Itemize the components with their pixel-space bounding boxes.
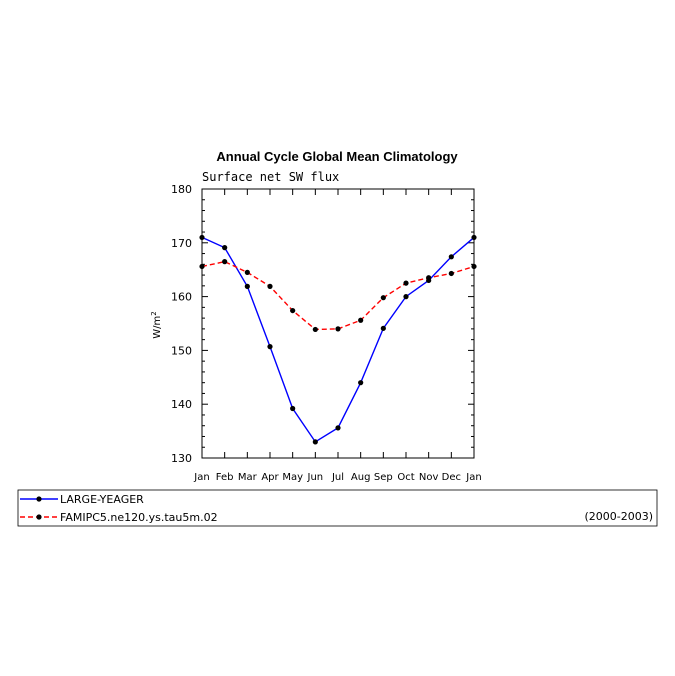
data-point [267, 344, 273, 350]
x-tick-label: Sep [374, 472, 393, 483]
data-point [199, 234, 205, 241]
data-point [312, 326, 318, 333]
data-point [471, 263, 477, 270]
data-point [222, 259, 228, 265]
data-point [335, 425, 341, 431]
legend-label-2: FAMIPC5.ne120.ys.tau5m.02 [60, 511, 218, 524]
legend-box [17, 489, 658, 527]
chart-title: Annual Cycle Global Mean Climatology [216, 149, 458, 164]
legend-marker [36, 496, 42, 502]
y-tick-label: 170 [171, 237, 192, 250]
data-point [244, 283, 250, 289]
data-point [267, 283, 273, 289]
legend: LARGE-YEAGER FAMIPC5.ne120.ys.tau5m.02 [20, 493, 218, 524]
legend-label-1: LARGE-YEAGER [60, 493, 144, 506]
series-line-2 [201, 260, 475, 331]
plot-frame [201, 188, 475, 459]
data-point [380, 295, 386, 301]
series-layer [199, 234, 477, 445]
x-tick-label: Nov [419, 472, 439, 483]
data-point [380, 325, 386, 331]
data-point [290, 405, 296, 412]
x-tick-label: Mar [238, 472, 258, 483]
data-point [403, 294, 409, 300]
data-point [403, 280, 409, 286]
x-tick-label: Apr [261, 472, 279, 483]
data-point [471, 234, 477, 241]
x-tick-label: Jul [331, 472, 344, 483]
x-tick-label: Jan [465, 472, 481, 483]
legend-note: (2000-2003) [584, 510, 653, 523]
y-axis-label: W/m2 [150, 311, 163, 338]
data-point [199, 263, 205, 270]
data-point [358, 317, 364, 323]
data-point [426, 275, 432, 281]
data-point [244, 269, 250, 275]
axes: 130 140 150 160 170 180 Jan Feb Mar Apr May Jun Jul A… [171, 183, 482, 483]
data-point [222, 245, 228, 251]
x-tick-label: Aug [351, 472, 371, 483]
y-tick-label: 150 [171, 344, 192, 357]
x-tick-label: May [282, 472, 303, 483]
x-tick-label: Feb [216, 472, 234, 483]
data-point [335, 326, 341, 332]
y-axis-label-sup: 2 [150, 311, 158, 315]
legend-marker [36, 514, 42, 520]
data-point [448, 270, 454, 277]
y-tick-label: 140 [171, 398, 192, 411]
y-tick-label: 130 [171, 452, 192, 465]
chart-subtitle: Surface net SW flux [202, 170, 339, 184]
x-tick-label: Jan [193, 472, 209, 483]
x-tick-label: Jun [307, 472, 324, 483]
data-point [312, 439, 318, 445]
x-tick-label: Dec [442, 472, 461, 483]
series-line-1 [201, 236, 475, 443]
data-point [448, 254, 454, 260]
y-tick-label: 160 [171, 291, 192, 304]
data-point [358, 380, 364, 386]
data-point [290, 307, 296, 314]
y-tick-label: 180 [171, 183, 192, 196]
x-tick-label: Oct [397, 472, 414, 483]
y-axis-label-text: W/m [152, 316, 163, 339]
